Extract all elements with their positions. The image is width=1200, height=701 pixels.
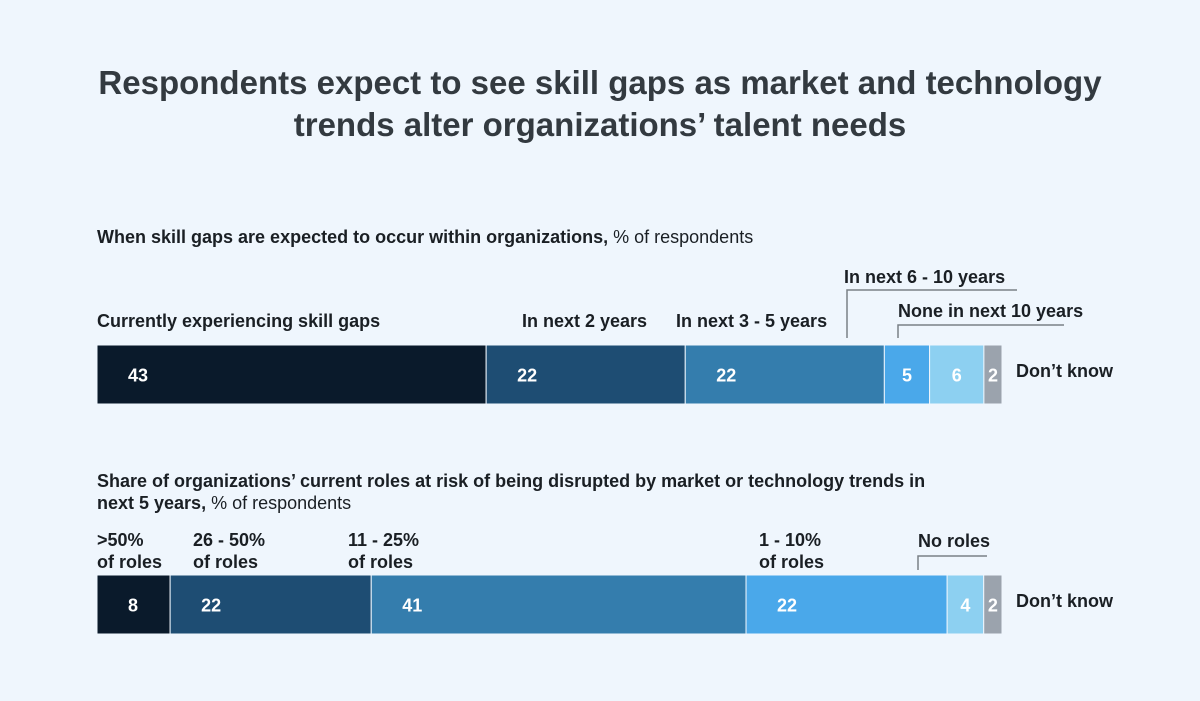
category-label: In next 3 - 5 years bbox=[676, 311, 827, 331]
bar-segment bbox=[370, 574, 747, 635]
leader-line bbox=[897, 324, 1064, 338]
category-label: 11 - 25% bbox=[348, 530, 419, 550]
chart-title-line: Respondents expect to see skill gaps as … bbox=[98, 64, 1102, 101]
chart-1-subtitle: When skill gaps are expected to occur wi… bbox=[97, 226, 997, 248]
category-label: of roles bbox=[348, 552, 413, 572]
category-label: >50% bbox=[97, 530, 144, 550]
chart-title: Respondents expect to see skill gaps as … bbox=[0, 62, 1200, 146]
data-label: 4 bbox=[960, 596, 970, 616]
bar-segment bbox=[929, 344, 985, 405]
leader-line bbox=[846, 289, 1017, 338]
category-label: of roles bbox=[97, 552, 162, 572]
category-label: Currently experiencing skill gaps bbox=[97, 311, 380, 331]
category-label: of roles bbox=[193, 552, 258, 572]
category-label: No roles bbox=[918, 531, 990, 551]
category-label: None in next 10 years bbox=[898, 301, 1083, 321]
chart-2-subtitle-unit: % of respondents bbox=[206, 493, 352, 513]
category-label: 26 - 50% bbox=[193, 530, 265, 550]
chart-title-line: trends alter organizations’ talent needs bbox=[293, 106, 907, 143]
category-label: Don’t know bbox=[1016, 591, 1114, 611]
chart-1-subtitle-bold: When skill gaps are expected to occur wi… bbox=[97, 227, 609, 247]
bar-segment bbox=[883, 344, 931, 405]
data-label: 43 bbox=[128, 366, 148, 386]
data-label: 2 bbox=[988, 366, 998, 386]
bar-segment bbox=[946, 574, 985, 635]
category-label: Don’t know bbox=[1016, 361, 1114, 381]
bar-segment bbox=[983, 574, 1003, 635]
category-label: 1 - 10% bbox=[759, 530, 821, 550]
data-label: 22 bbox=[201, 596, 221, 616]
category-label: In next 2 years bbox=[522, 311, 647, 331]
category-label: In next 6 - 10 years bbox=[844, 267, 1005, 287]
category-label: of roles bbox=[759, 552, 824, 572]
data-label: 22 bbox=[517, 366, 537, 386]
data-label: 6 bbox=[952, 366, 962, 386]
data-label: 41 bbox=[402, 596, 422, 616]
bar-segment bbox=[684, 344, 885, 405]
bar-segment bbox=[169, 574, 372, 635]
data-label: 2 bbox=[988, 596, 998, 616]
data-label: 22 bbox=[777, 596, 797, 616]
bar-segment bbox=[983, 344, 1003, 405]
chart-2-subtitle-bold: Share of organizations’ current roles at… bbox=[97, 471, 926, 513]
bar-segment bbox=[96, 344, 487, 405]
data-label: 22 bbox=[716, 366, 736, 386]
bar-segment bbox=[485, 344, 686, 405]
data-label: 5 bbox=[902, 366, 912, 386]
leader-line bbox=[917, 555, 987, 570]
bar-segment bbox=[745, 574, 948, 635]
chart-1-subtitle-unit: % of respondents bbox=[608, 227, 754, 247]
chart-2-subtitle: Share of organizations’ current roles at… bbox=[97, 470, 927, 514]
data-label: 8 bbox=[128, 596, 138, 616]
